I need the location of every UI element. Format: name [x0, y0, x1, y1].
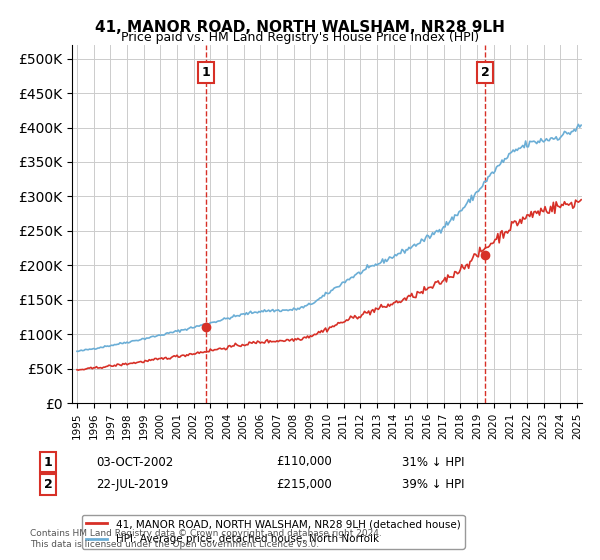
Legend: 41, MANOR ROAD, NORTH WALSHAM, NR28 9LH (detached house), HPI: Average price, de: 41, MANOR ROAD, NORTH WALSHAM, NR28 9LH … — [82, 515, 464, 548]
Text: 1: 1 — [44, 455, 52, 469]
Text: 41, MANOR ROAD, NORTH WALSHAM, NR28 9LH: 41, MANOR ROAD, NORTH WALSHAM, NR28 9LH — [95, 20, 505, 35]
Text: £110,000: £110,000 — [276, 455, 332, 469]
Text: Price paid vs. HM Land Registry's House Price Index (HPI): Price paid vs. HM Land Registry's House … — [121, 31, 479, 44]
Text: This data is licensed under the Open Government Licence v3.0.: This data is licensed under the Open Gov… — [30, 540, 319, 549]
Text: 03-OCT-2002: 03-OCT-2002 — [96, 455, 173, 469]
Text: 1: 1 — [202, 66, 211, 79]
Text: 2: 2 — [481, 66, 490, 79]
Text: 39% ↓ HPI: 39% ↓ HPI — [402, 478, 464, 491]
Text: Contains HM Land Registry data © Crown copyright and database right 2024.: Contains HM Land Registry data © Crown c… — [30, 529, 382, 538]
Text: 22-JUL-2019: 22-JUL-2019 — [96, 478, 169, 491]
Text: 2: 2 — [44, 478, 52, 491]
Text: 31% ↓ HPI: 31% ↓ HPI — [402, 455, 464, 469]
Text: £215,000: £215,000 — [276, 478, 332, 491]
